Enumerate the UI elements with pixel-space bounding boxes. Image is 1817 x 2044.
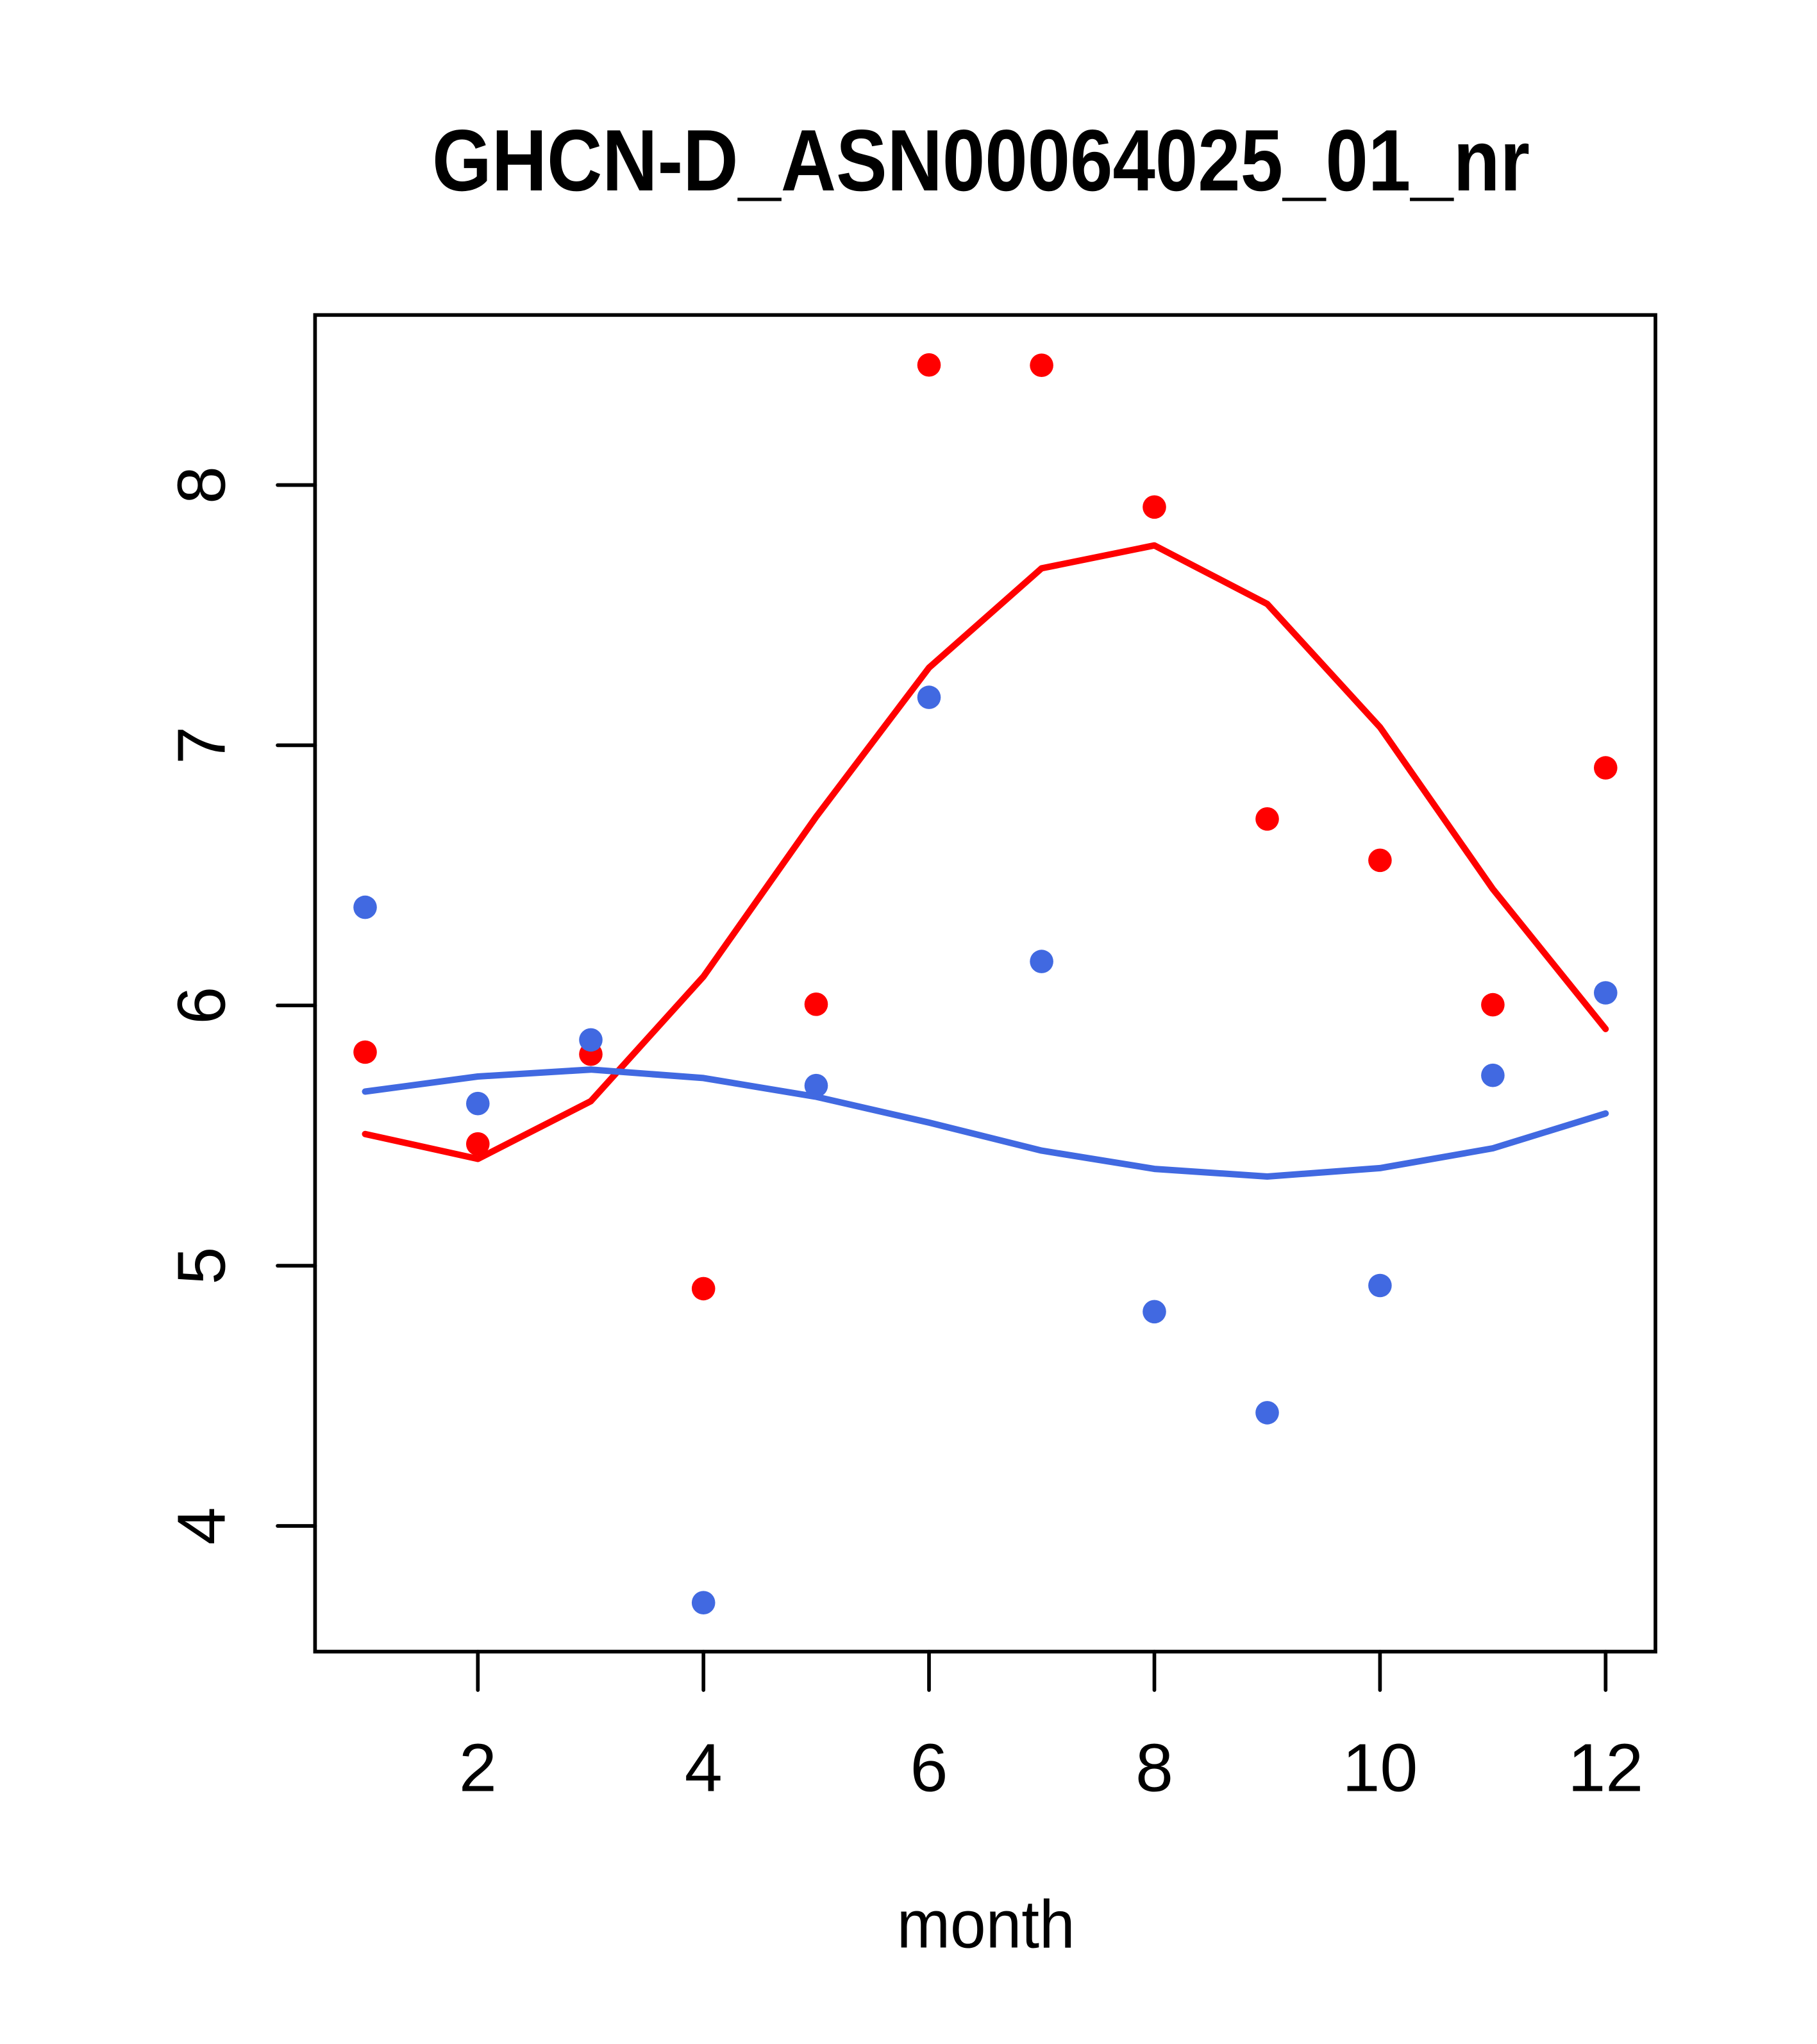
- svg-text:4: 4: [164, 1507, 240, 1545]
- svg-text:4: 4: [685, 1730, 723, 1806]
- svg-text:GHCN-D_ASN00064025_01_nr: GHCN-D_ASN00064025_01_nr: [432, 112, 1530, 209]
- svg-text:12: 12: [1568, 1730, 1643, 1806]
- svg-text:6: 6: [164, 987, 240, 1025]
- svg-text:month: month: [897, 1886, 1075, 1962]
- svg-text:6: 6: [910, 1730, 948, 1806]
- svg-text:10: 10: [1342, 1730, 1418, 1806]
- svg-text:8: 8: [164, 466, 240, 504]
- svg-text:7: 7: [164, 726, 240, 764]
- svg-text:5: 5: [164, 1247, 240, 1285]
- svg-text:8: 8: [1135, 1730, 1173, 1806]
- svg-text:2: 2: [459, 1730, 497, 1806]
